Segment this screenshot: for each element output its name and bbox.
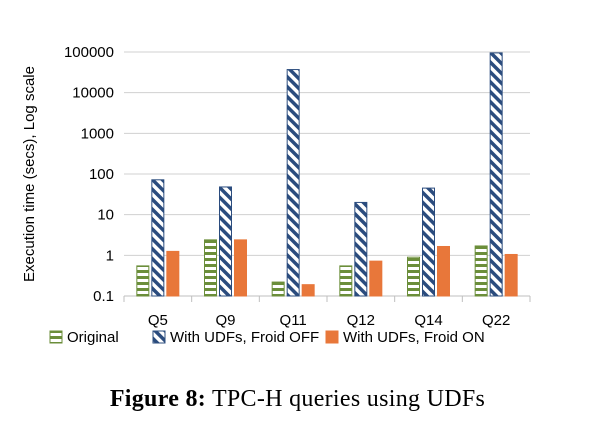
y-tick-label: 100 <box>89 166 114 183</box>
y-tick-label: 10000 <box>72 85 114 102</box>
legend-swatch <box>152 330 166 344</box>
y-tick-label: 1000 <box>81 125 114 142</box>
bar-original-q22 <box>474 245 488 297</box>
labels: 0.1 1 10 100 1000 10000 100000 Execution time (… <box>21 44 510 329</box>
legend: Original With UDFs, Froid OFF With UDFs, F… <box>49 329 485 346</box>
bar-with-udfs-froid-off-q12 <box>354 201 368 297</box>
x-tick-label: Q5 <box>148 312 168 329</box>
axis <box>123 295 531 302</box>
legend-item: With UDFs, Froid ON <box>325 329 485 346</box>
x-tick-label: Q9 <box>215 312 235 329</box>
bar-original-q12 <box>339 265 353 297</box>
bar-original-q14 <box>407 256 420 297</box>
gridlines <box>124 51 530 256</box>
bar-original-q5 <box>136 265 150 297</box>
legend-label: With UDFs, Froid OFF <box>170 329 319 346</box>
bar-with-udfs-froid-on-q12 <box>369 260 383 297</box>
bar-with-udfs-froid-on-q11 <box>301 284 315 297</box>
legend-label: Original <box>67 329 119 346</box>
legend-item: With UDFs, Froid OFF <box>152 329 319 346</box>
legend-item: Original <box>49 329 119 346</box>
bar-with-udfs-froid-off-q11 <box>286 69 300 297</box>
y-axis-label: Execution time (secs), Log scale <box>21 66 38 282</box>
x-tick-label: Q12 <box>347 312 375 329</box>
figure-caption: Figure 8: TPC-H queries using UDFs <box>0 386 595 413</box>
bar-with-udfs-froid-on-q9 <box>234 239 247 297</box>
bar-with-udfs-froid-off-q5 <box>151 179 165 297</box>
bar-with-udfs-froid-on-q22 <box>504 253 518 297</box>
caption-label: Figure 8: <box>109 386 207 412</box>
legend-swatch <box>325 330 339 344</box>
bar-with-udfs-froid-on-q5 <box>166 250 180 297</box>
bar-with-udfs-froid-off-q9 <box>219 186 232 297</box>
bar-with-udfs-froid-on-q14 <box>437 245 450 297</box>
x-tick-label: Q11 <box>280 312 307 329</box>
y-tick-label: 100000 <box>64 44 114 61</box>
bars <box>136 52 518 297</box>
legend-label: With UDFs, Froid ON <box>343 329 485 346</box>
y-tick-label: 1 <box>106 247 114 264</box>
x-tick-label: Q22 <box>482 312 510 329</box>
caption-text: TPC-H queries using UDFs <box>211 386 486 412</box>
y-tick-label: 0.1 <box>93 288 114 305</box>
bar-with-udfs-froid-off-q22 <box>489 52 503 297</box>
x-tick-label: Q14 <box>414 312 442 329</box>
chart: 0.1 1 10 100 1000 10000 100000 Execution time (… <box>21 44 531 346</box>
bar-with-udfs-froid-off-q14 <box>422 187 435 297</box>
bar-original-q11 <box>271 281 285 297</box>
y-tick-label: 10 <box>97 207 114 224</box>
legend-swatch <box>49 330 63 344</box>
bar-original-q9 <box>204 239 217 297</box>
